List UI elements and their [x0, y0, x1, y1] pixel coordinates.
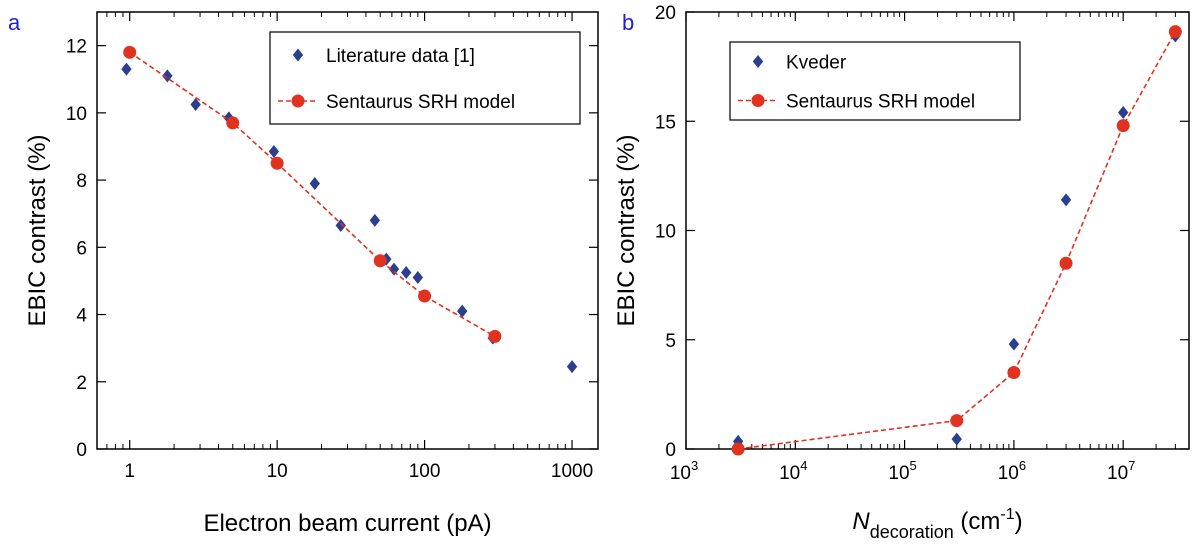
data-point-circle: [731, 442, 745, 456]
x-axis-title-unit: (cm: [954, 508, 1001, 535]
x-tick-label: 10: [267, 461, 288, 482]
data-point-diamond: [335, 218, 346, 232]
data-point-diamond: [566, 360, 578, 374]
x-tick-exponent: 7: [1128, 458, 1135, 473]
series-line: [737, 31, 1176, 450]
panel-label: b: [622, 10, 634, 35]
data-point-circle: [488, 329, 502, 343]
data-point-diamond: [457, 304, 468, 318]
data-point-circle: [1116, 119, 1130, 133]
data-point-circle: [1168, 25, 1182, 39]
x-tick-label: 104: [779, 458, 807, 484]
x-tick-base: 10: [779, 463, 800, 484]
data-point-diamond: [412, 271, 424, 285]
legend-marker-diamond: [292, 48, 304, 62]
x-axis-title: Electron beam current (pA): [203, 510, 491, 537]
x-tick-exponent: 3: [691, 458, 698, 473]
data-point-circle: [270, 156, 284, 170]
y-tick-label: 15: [655, 112, 676, 133]
data-point-diamond: [309, 176, 320, 190]
x-tick-label: 1: [124, 461, 135, 482]
y-tick-label: 0: [665, 440, 676, 461]
data-point-circle: [1007, 366, 1021, 380]
legend-label: Kveder: [786, 53, 847, 74]
data-point-circle: [418, 289, 432, 303]
x-tick-label: 103: [670, 458, 698, 484]
data-point-diamond: [190, 97, 201, 111]
y-tick-label: 20: [655, 3, 676, 24]
x-tick-label: 100: [409, 461, 441, 482]
legend-item: Kveder: [752, 53, 847, 74]
series-2: [731, 25, 1182, 456]
y-tick-label: 8: [76, 171, 87, 192]
data-point-diamond: [1060, 193, 1072, 207]
data-point-diamond: [162, 69, 173, 83]
data-point-diamond: [369, 213, 381, 227]
x-axis-title: Ndecoration (cm-1): [852, 506, 1022, 542]
panel-a: a 1 10 100 1000 0 2 4 6 8 10 12 EBIC contrast (%) Ele…: [8, 10, 599, 537]
legend-item: Sentaurus SRH model: [738, 92, 975, 113]
series-line: [129, 51, 496, 338]
data-point-diamond: [1008, 337, 1020, 351]
x-tick-base: 10: [998, 463, 1019, 484]
y-tick-label: 12: [66, 37, 87, 58]
y-tick-label: 10: [655, 222, 676, 243]
legend-label: Literature data [1]: [326, 46, 475, 67]
y-tick-label: 2: [76, 373, 87, 394]
y-axis-title: EBIC contrast (%): [613, 134, 640, 326]
legend-box: [269, 31, 581, 125]
series-1: [121, 62, 578, 374]
data-point-diamond: [1117, 106, 1129, 120]
data-point-circle: [950, 414, 964, 428]
data-point-circle: [123, 45, 137, 59]
legend-marker-circle: [291, 94, 305, 108]
x-axis-title-close: ): [1015, 508, 1023, 535]
legend: Literature data [1] Sentaurus SRH model: [269, 31, 581, 125]
y-tick-label: 10: [66, 104, 87, 125]
series-2: [123, 45, 502, 343]
data-point-circle: [1059, 256, 1073, 270]
y-tick-label: 0: [76, 440, 87, 461]
x-axis-title-n: N: [852, 508, 870, 535]
data-point-diamond: [951, 432, 962, 446]
data-point-circle: [226, 116, 240, 130]
x-tick-label: 105: [888, 458, 916, 484]
x-tick-exponent: 6: [1019, 458, 1026, 473]
data-point-diamond: [121, 62, 132, 76]
legend-item: Literature data [1]: [292, 46, 475, 67]
y-tick-label: 6: [76, 238, 87, 259]
data-point-diamond: [388, 262, 400, 276]
legend-box: [729, 41, 1021, 121]
legend: Kveder Sentaurus SRH model: [729, 41, 1021, 121]
data-point-circle: [373, 254, 387, 268]
x-tick-exponent: 4: [800, 458, 807, 473]
data-point-diamond: [400, 266, 412, 280]
panel-label: a: [8, 10, 21, 35]
y-tick-label: 5: [665, 331, 676, 352]
x-tick-exponent: 5: [910, 458, 917, 473]
x-tick-base: 10: [670, 463, 691, 484]
legend-label: Sentaurus SRH model: [786, 92, 975, 113]
x-tick-base: 10: [888, 463, 909, 484]
x-axis-title-subscript: decoration: [870, 522, 954, 542]
legend-marker-circle: [751, 94, 765, 107]
data-point-diamond: [268, 145, 280, 159]
x-tick-label: 106: [998, 458, 1026, 484]
legend-item: Sentaurus SRH model: [278, 92, 515, 113]
x-axis-title-exponent: -1: [1000, 506, 1014, 523]
x-tick-label: 1000: [551, 461, 593, 482]
x-tick-base: 10: [1107, 463, 1128, 484]
legend-label: Sentaurus SRH model: [326, 92, 515, 113]
legend-marker-diamond: [752, 55, 764, 68]
x-tick-label: 107: [1107, 458, 1135, 484]
y-tick-label: 4: [76, 306, 87, 327]
y-axis-title: EBIC contrast (%): [24, 134, 51, 326]
